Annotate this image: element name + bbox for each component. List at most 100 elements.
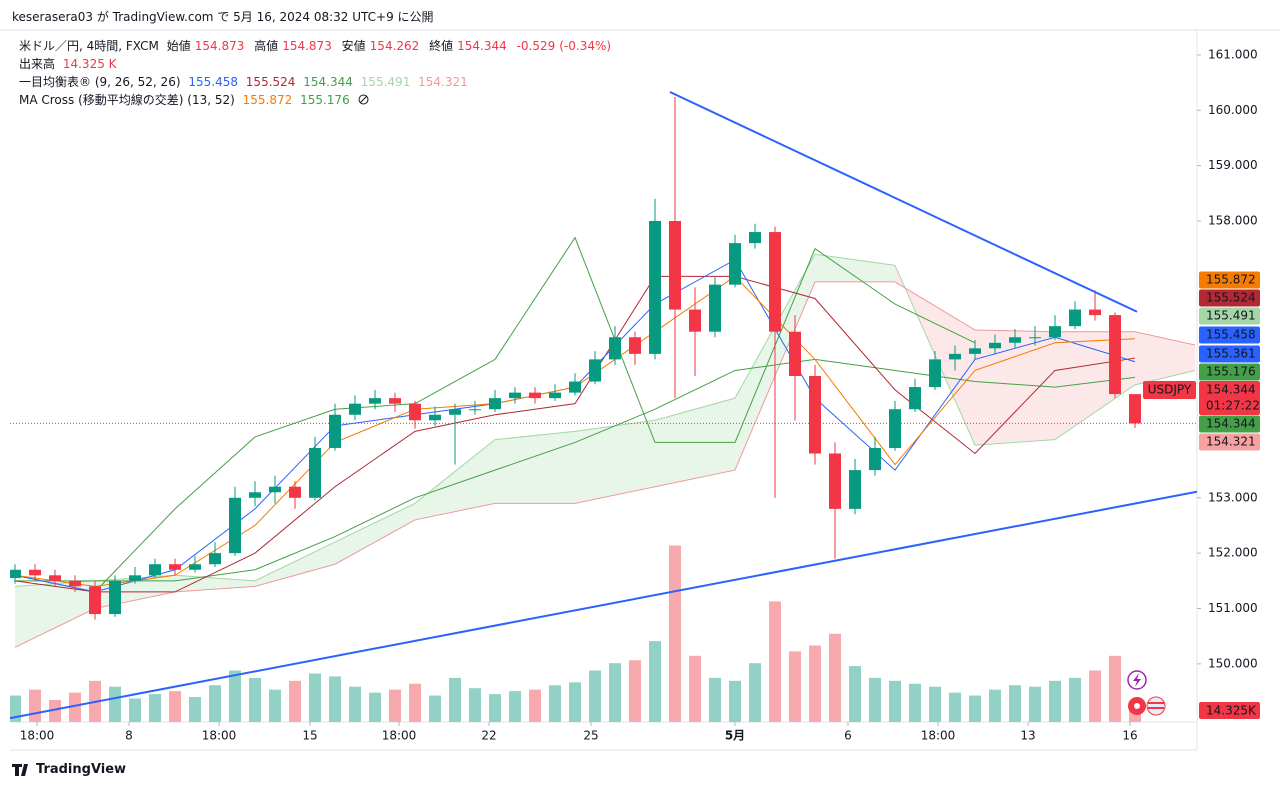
candle-body: [489, 398, 501, 410]
volume-bar: [569, 682, 581, 722]
symbol-badge: [1143, 381, 1196, 399]
candle-body: [1029, 337, 1041, 339]
volume-bar: [689, 655, 701, 722]
x-tick-label: 5月: [725, 729, 745, 743]
ichimoku-value: 154.321: [418, 75, 468, 89]
candle-body: [709, 284, 721, 332]
volume-bar: [209, 685, 221, 722]
x-tick-label: 15: [302, 729, 317, 743]
ma-title: MA Cross (移動平均線の交差) (13, 52): [19, 93, 235, 107]
y-tick-label: 150.000: [1208, 656, 1258, 670]
volume-bar: [289, 680, 301, 722]
candle-body: [809, 376, 821, 454]
candle-body: [549, 392, 561, 399]
price-badge: [1199, 433, 1260, 451]
volume-bar: [809, 645, 821, 722]
legend-ma-row: MA Cross (移動平均線の交差) (13, 52) 155.872 155…: [19, 91, 615, 109]
volume-bar: [749, 663, 761, 722]
price-badge-label: 155.524: [1206, 291, 1256, 305]
volume-bar: [149, 694, 161, 722]
candle-body: [69, 580, 81, 587]
candle-body: [469, 409, 481, 411]
y-tick-label: 159.000: [1208, 158, 1258, 172]
candle-body: [929, 359, 941, 388]
volume-bar: [929, 686, 941, 722]
legend: 米ドル／円, 4時間, FXCM 始値 154.873 高値 154.873 安値 1…: [19, 37, 615, 109]
volume-bar: [509, 691, 521, 722]
symbol: 米ドル／円, 4時間, FXCM: [19, 39, 159, 53]
volume-bar: [449, 677, 461, 722]
y-tick-label: 158.000: [1208, 213, 1258, 227]
candle-body: [749, 232, 761, 244]
candle-body: [609, 337, 621, 360]
current-price-label: 154.344: [1206, 383, 1256, 397]
price-badge-label: 154.344: [1206, 417, 1256, 431]
candle-body: [369, 398, 381, 404]
countdown-label: 01:27:22: [1206, 399, 1260, 413]
y-tick-label: 160.000: [1208, 103, 1258, 117]
volume-bar: [829, 633, 841, 722]
volume-bar: [1069, 677, 1081, 722]
ohlc-label: 高値: [254, 39, 279, 53]
volume-bar: [369, 692, 381, 722]
volume-bar: [269, 689, 281, 722]
ohlc-label: 安値: [341, 39, 366, 53]
volume-bar: [1029, 686, 1041, 722]
ma-value: 155.872: [242, 93, 293, 107]
volume-bar: [649, 641, 661, 722]
candle-body: [869, 447, 881, 471]
candle-body: [289, 486, 301, 498]
volume-bar: [29, 689, 41, 722]
volume-bar: [349, 686, 361, 722]
x-tick-label: 6: [844, 729, 852, 743]
ohlc-value: 154.873: [282, 39, 332, 53]
candle-body: [10, 569, 21, 579]
price-badge-label: 154.321: [1206, 435, 1256, 449]
volume-bar: [669, 545, 681, 722]
ma-slow-line: [15, 358, 1136, 582]
candle-body: [409, 403, 421, 421]
trendline: [10, 490, 1197, 720]
candle-body: [789, 331, 801, 376]
volume-bar: [489, 694, 501, 722]
ichimoku-value: 154.344: [303, 75, 353, 89]
legend-ichimoku-row: 一目均衡表® (9, 26, 52, 26) 155.458 155.524 1…: [19, 73, 615, 91]
volume-bar: [969, 695, 981, 722]
ichimoku-value: 155.458: [188, 75, 238, 89]
ohlc-value: 154.873: [194, 39, 245, 53]
candle-body: [229, 497, 241, 554]
icons: [1127, 670, 1166, 716]
volume-bar: [169, 691, 181, 722]
lightning-icon: [1133, 673, 1141, 687]
x-tick-label: 18:00: [921, 729, 956, 743]
y-tick-label: 153.000: [1208, 490, 1258, 504]
candle-body: [209, 553, 221, 565]
volume-bar: [949, 692, 961, 722]
price-badge: [1199, 307, 1260, 325]
candle-body: [629, 337, 641, 354]
candle-body: [769, 232, 781, 332]
candle-body: [189, 564, 201, 570]
hidden-icon: [358, 94, 369, 105]
volume-bar: [429, 695, 441, 722]
ohlc-value: 154.344: [457, 39, 507, 53]
publish-info: keserasera03 が TradingView.com で 5月 16, …: [12, 10, 434, 24]
x-tick-label: 18:00: [202, 729, 237, 743]
volume-bar: [10, 695, 21, 722]
price-badge-label: 155.491: [1206, 309, 1256, 323]
volume-value: 14.325 K: [62, 57, 117, 71]
volume-bar: [49, 699, 61, 722]
volume-bar: [789, 651, 801, 722]
x-tick-label: 13: [1020, 729, 1035, 743]
volume-bar: [549, 685, 561, 722]
ichimoku-title: 一目均衡表® (9, 26, 52, 26): [19, 75, 181, 89]
candle-body: [969, 348, 981, 354]
candle-body: [829, 453, 841, 509]
ohlc-label: 終値: [429, 39, 454, 53]
candle-body: [1049, 326, 1061, 338]
plot-area: [10, 91, 1197, 722]
volume-bar: [869, 677, 881, 722]
candle-body: [729, 243, 741, 285]
